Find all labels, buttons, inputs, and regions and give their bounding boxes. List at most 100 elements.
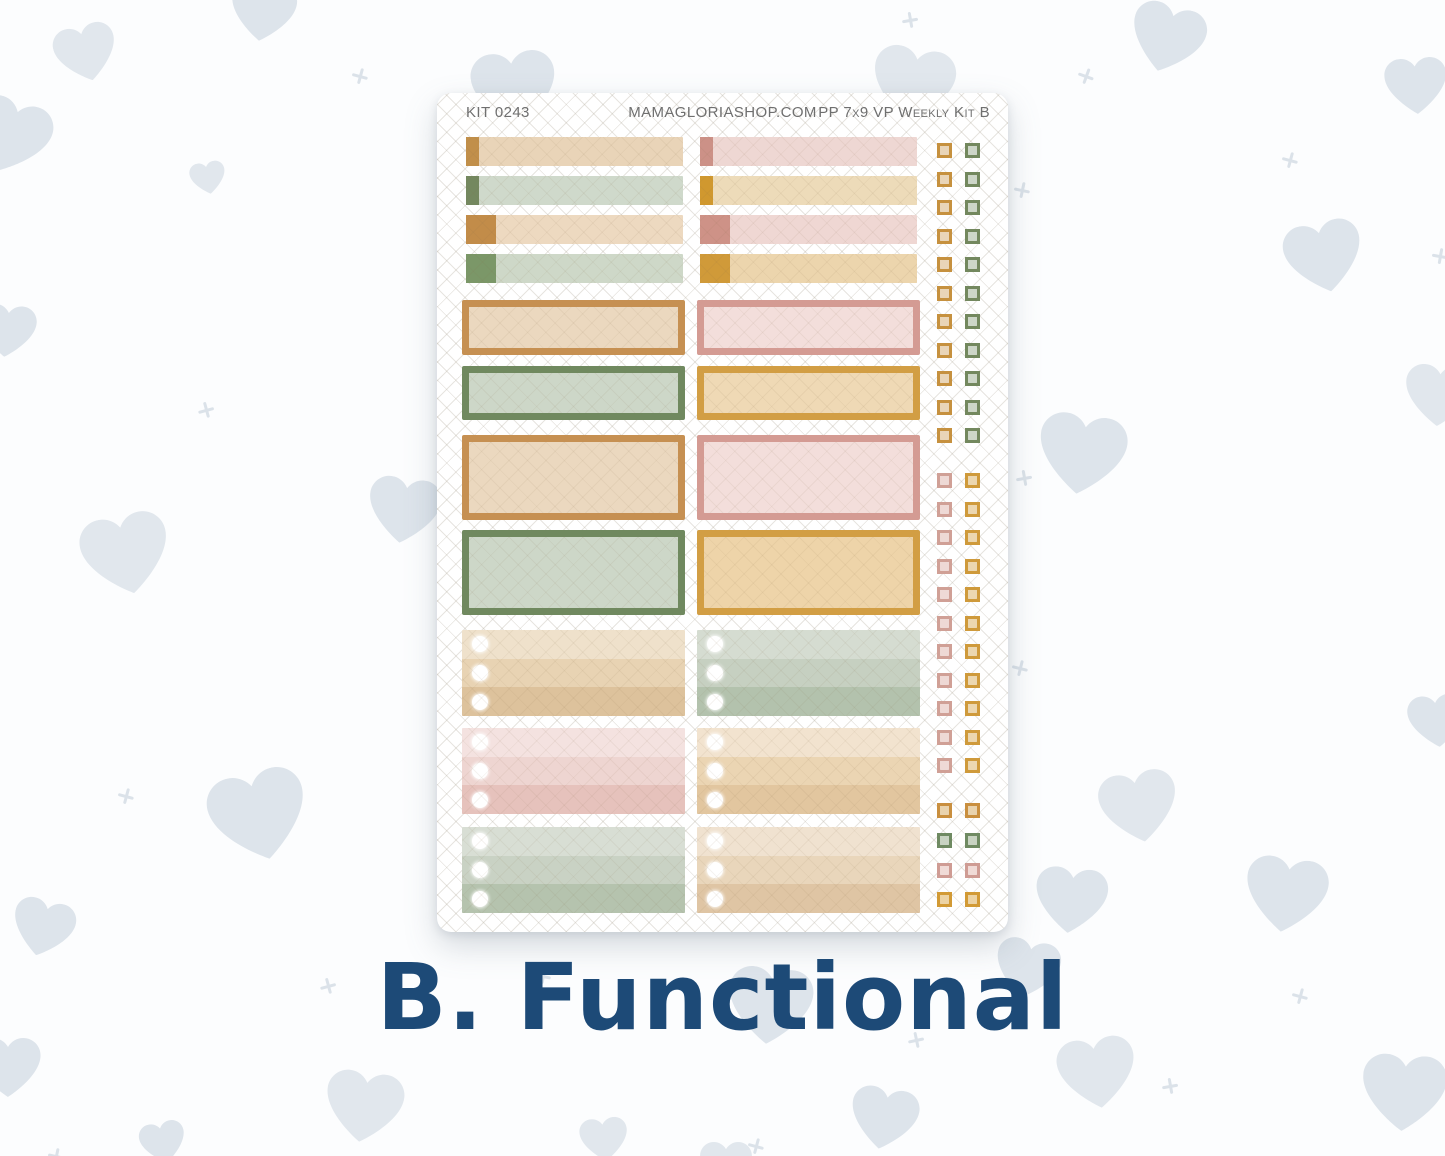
cross-mark-icon [1431,247,1445,266]
small-square-sticker [965,228,980,244]
bar-tab [700,254,730,283]
heart-icon [6,893,80,962]
quarter-box-sticker [462,366,685,420]
heart-icon [990,934,1065,1004]
bar-tab [700,215,730,244]
quarter-box-sticker [697,300,920,355]
cross-mark-icon [116,786,136,806]
checkbox-hole [472,664,488,681]
small-square-sticker [965,371,980,386]
small-square-sticker [937,428,952,443]
small-square-sticker [937,371,952,386]
heart-icon [0,302,39,360]
small-square-sticker [937,729,952,745]
small-square-sticker [937,758,952,773]
checklist-stripe [697,658,920,688]
heart-icon [321,1067,408,1147]
small-square-sticker [965,473,980,488]
heart-icon [700,1142,752,1156]
checkbox-hole [472,762,488,779]
small-square-sticker [937,863,952,878]
small-square-sticker [965,672,980,688]
checklist-sticker [697,827,920,913]
kit-name: PP 7x9 VP Weekly Kit B [818,104,990,121]
checkbox-hole [707,861,723,878]
sticker-sheet: KIT 0243 MAMAGLORIASHOP.COM PP 7x9 VP We… [437,93,1008,932]
heart-icon [0,1038,41,1097]
bar-tab [700,137,713,166]
small-square-sticker [937,342,952,358]
cross-mark-icon [350,66,370,86]
small-square-sticker [965,863,980,878]
small-square-sticker [965,314,980,329]
small-square-sticker [965,615,980,631]
bar-tab [466,137,479,166]
small-square-sticker [965,833,980,848]
cross-mark-icon [196,400,216,420]
checkbox-hole [707,636,723,653]
small-square-sticker [965,892,980,907]
checklist-stripe [697,630,920,660]
small-square-sticker [965,285,980,301]
small-square-sticker [937,672,952,688]
cross-mark-icon [47,1147,66,1156]
small-square-sticker [937,314,952,329]
heart-icon [201,761,317,870]
heart-icon [1032,864,1110,936]
heart-icon [1279,215,1370,300]
checkbox-hole [707,734,723,751]
cross-mark-icon [1010,658,1029,677]
checklist-stripe [697,884,920,913]
heart-icon [1054,1033,1141,1113]
small-square-sticker [937,701,952,716]
bar-tab [466,215,496,244]
small-square-sticker [937,399,952,415]
checkbox-hole [472,734,488,751]
checklist-sticker [462,827,685,913]
small-square-sticker [965,530,980,545]
quarter-bar-sticker [466,137,683,166]
heart-icon [1405,692,1445,750]
small-square-sticker [965,803,980,818]
small-square-sticker [965,257,980,272]
heart-icon [1033,409,1131,499]
checklist-stripe [462,756,685,786]
checklist-stripe [697,855,920,885]
checkbox-hole [472,693,488,710]
checklist-stripe [697,687,920,716]
quarter-bar-sticker [466,176,683,205]
quarter-bar-sticker [466,215,683,244]
checklist-sticker [697,630,920,716]
small-square-sticker [965,342,980,358]
cross-mark-icon [901,11,920,30]
sheet-header: KIT 0243 MAMAGLORIASHOP.COM PP 7x9 VP We… [437,103,1008,123]
small-square-sticker [965,587,980,602]
checkbox-hole [707,664,723,681]
heart-icon [1359,1052,1445,1134]
small-square-sticker [965,143,980,158]
checkbox-hole [472,833,488,850]
small-square-sticker [965,729,980,745]
half-box-sticker [697,435,920,520]
small-square-sticker [965,644,980,659]
quarter-box-sticker [697,366,920,420]
small-square-sticker [937,587,952,602]
checklist-stripe [697,785,920,814]
checklist-stripe [462,687,685,716]
heart-icon [226,0,300,45]
small-square-sticker [937,833,952,848]
heart-icon [578,1116,630,1156]
heart-icon [1383,56,1445,116]
heart-icon [1403,363,1445,429]
small-square-sticker [937,615,952,631]
half-box-sticker [697,530,920,615]
quarter-bar-sticker [700,215,917,244]
quarter-bar-sticker [700,176,917,205]
small-square-sticker [937,803,952,818]
heart-icon [724,964,815,1048]
quarter-bar-sticker [700,254,917,283]
checkbox-hole [472,791,488,808]
small-square-sticker [965,200,980,215]
cross-mark-icon [1161,1077,1180,1096]
